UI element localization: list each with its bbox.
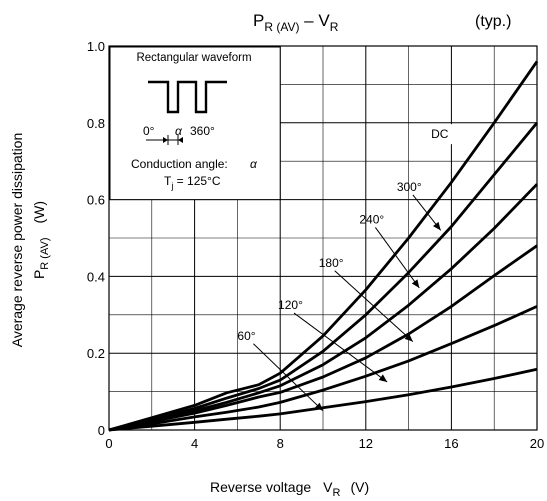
inset-angle-alpha: α bbox=[175, 124, 183, 138]
x-tick-label: 12 bbox=[359, 436, 373, 451]
y-tick-label: 0 bbox=[98, 423, 105, 438]
curve-label-3: 180° bbox=[319, 256, 344, 270]
curve-180deg bbox=[108, 60, 539, 432]
inset-conduction-label: Conduction angle: bbox=[131, 157, 228, 171]
y-tick-label: 1.0 bbox=[87, 39, 105, 54]
curve-label-1: 300° bbox=[397, 180, 422, 194]
curves bbox=[108, 60, 539, 432]
y-tick-labels: 0 0.2 0.4 0.6 0.8 1.0 bbox=[87, 39, 105, 438]
inset-title: Rectangular waveform bbox=[136, 52, 251, 64]
curve-240deg bbox=[108, 121, 539, 432]
label-arrow-head bbox=[433, 221, 441, 231]
x-tick-label: 0 bbox=[105, 436, 112, 451]
label-arrow-head bbox=[378, 374, 388, 382]
inset-box bbox=[109, 46, 281, 201]
x-tick-label: 20 bbox=[530, 436, 544, 451]
curve-120deg bbox=[108, 305, 538, 432]
label-arrow-line bbox=[334, 270, 414, 343]
inset-angle-start: 0° bbox=[143, 124, 155, 138]
inset-angle-end: 360° bbox=[190, 124, 215, 138]
label-arrow-head bbox=[411, 279, 420, 288]
x-axis-label: Reverse voltage VR (V) bbox=[210, 479, 369, 499]
chart-title-note: (typ.) bbox=[475, 13, 511, 30]
label-arrow-line bbox=[293, 312, 388, 383]
y-axis-label-line2: PR (AV)(W) bbox=[31, 201, 51, 279]
y-tick-label: 0.6 bbox=[87, 193, 105, 208]
plot-frame bbox=[108, 45, 538, 431]
chart-title: PR (AV) – VR bbox=[253, 11, 339, 34]
waveform-inset: Rectangular waveform 0° α 360° Conductio… bbox=[131, 52, 258, 191]
x-tick-label: 8 bbox=[277, 436, 284, 451]
label-arrow-line bbox=[253, 343, 324, 412]
y-tick-label: 0.2 bbox=[87, 346, 105, 361]
label-arrow-line bbox=[374, 227, 420, 289]
curve-label-4: 120° bbox=[278, 298, 303, 312]
curve-dc bbox=[108, 244, 538, 432]
y-tick-label: 0.4 bbox=[87, 269, 105, 284]
inset-conduction-alpha: α bbox=[250, 157, 258, 171]
alpha-dimension-arrows-icon bbox=[146, 135, 183, 145]
y-tick-label: 0.8 bbox=[87, 116, 105, 131]
curve-label-5: 60° bbox=[237, 329, 255, 343]
y-axis-label: Average reverse power dissipation PR (AV… bbox=[9, 133, 51, 348]
label-arrow-head bbox=[314, 402, 323, 411]
waveform-icon bbox=[148, 80, 227, 114]
curve-300deg bbox=[108, 183, 539, 432]
curve-60deg bbox=[108, 367, 538, 432]
inset-tj: Tj = 125°C bbox=[164, 174, 221, 191]
x-tick-label: 16 bbox=[444, 436, 458, 451]
curve-label-bg bbox=[427, 124, 472, 145]
label-arrow-head bbox=[404, 333, 413, 342]
curve-labels: DC 300° 240° 180° 120° 60° bbox=[237, 124, 472, 343]
curve-label-arrows bbox=[253, 194, 442, 412]
curve-label-0: DC bbox=[431, 127, 449, 141]
y-axis-label-line1: Average reverse power dissipation bbox=[9, 133, 25, 348]
curve-label-2: 240° bbox=[359, 212, 384, 226]
x-tick-label: 4 bbox=[191, 436, 198, 451]
x-tick-labels: 0 4 8 12 16 20 bbox=[105, 436, 544, 451]
